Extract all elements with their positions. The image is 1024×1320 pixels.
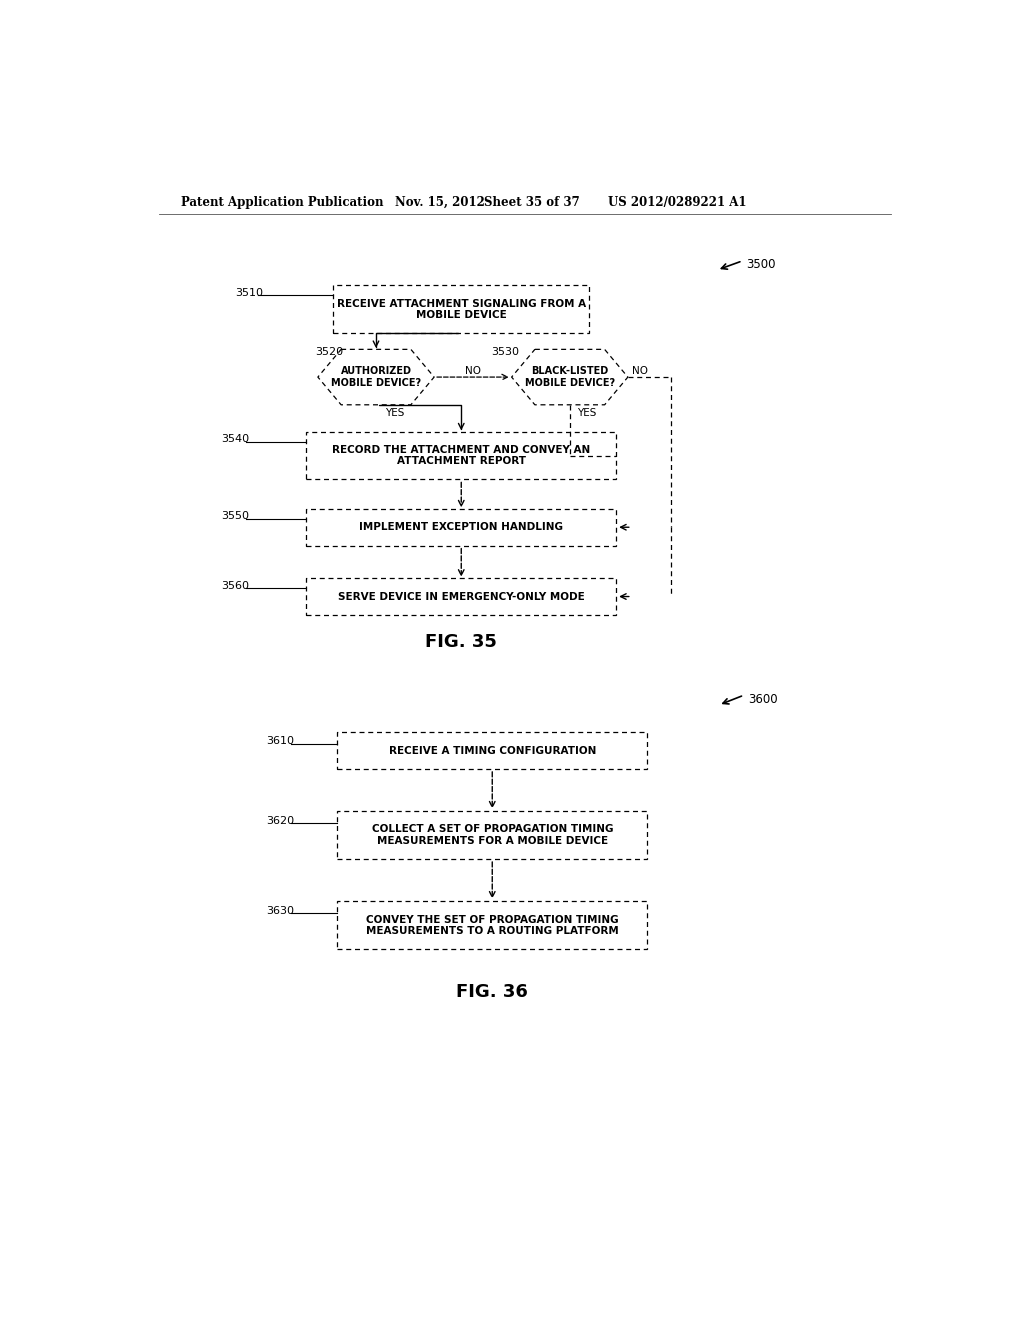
Text: 3530: 3530: [490, 347, 519, 358]
Text: 3620: 3620: [266, 816, 294, 825]
FancyBboxPatch shape: [337, 733, 647, 770]
FancyBboxPatch shape: [306, 432, 616, 479]
Text: 3550: 3550: [221, 511, 249, 521]
Text: BLACK-LISTED
MOBILE DEVICE?: BLACK-LISTED MOBILE DEVICE?: [524, 366, 614, 388]
Text: Nov. 15, 2012: Nov. 15, 2012: [395, 195, 485, 209]
Text: NO: NO: [632, 366, 648, 376]
Text: 3500: 3500: [745, 259, 775, 271]
Text: 3600: 3600: [748, 693, 777, 706]
Text: CONVEY THE SET OF PROPAGATION TIMING
MEASUREMENTS TO A ROUTING PLATFORM: CONVEY THE SET OF PROPAGATION TIMING MEA…: [366, 915, 618, 936]
Text: Patent Application Publication: Patent Application Publication: [180, 195, 383, 209]
Polygon shape: [512, 350, 628, 405]
Text: NO: NO: [465, 366, 481, 376]
FancyBboxPatch shape: [337, 902, 647, 949]
Text: 3520: 3520: [315, 347, 344, 358]
FancyBboxPatch shape: [334, 285, 589, 333]
Polygon shape: [317, 350, 434, 405]
FancyBboxPatch shape: [306, 578, 616, 615]
FancyBboxPatch shape: [306, 508, 616, 545]
Text: 3510: 3510: [234, 288, 263, 298]
Text: AUTHORIZED
MOBILE DEVICE?: AUTHORIZED MOBILE DEVICE?: [331, 366, 421, 388]
Text: RECORD THE ATTACHMENT AND CONVEY AN
ATTACHMENT REPORT: RECORD THE ATTACHMENT AND CONVEY AN ATTA…: [332, 445, 591, 466]
Text: SERVE DEVICE IN EMERGENCY-ONLY MODE: SERVE DEVICE IN EMERGENCY-ONLY MODE: [338, 591, 585, 602]
Text: US 2012/0289221 A1: US 2012/0289221 A1: [608, 195, 746, 209]
Text: FIG. 35: FIG. 35: [425, 634, 498, 651]
Text: YES: YES: [385, 408, 404, 417]
Text: 3610: 3610: [266, 737, 294, 746]
Text: Sheet 35 of 37: Sheet 35 of 37: [484, 195, 581, 209]
Text: RECEIVE A TIMING CONFIGURATION: RECEIVE A TIMING CONFIGURATION: [388, 746, 596, 755]
Text: 3540: 3540: [221, 434, 249, 445]
Text: YES: YES: [578, 408, 597, 417]
Text: IMPLEMENT EXCEPTION HANDLING: IMPLEMENT EXCEPTION HANDLING: [359, 523, 563, 532]
Text: RECEIVE ATTACHMENT SIGNALING FROM A
MOBILE DEVICE: RECEIVE ATTACHMENT SIGNALING FROM A MOBI…: [337, 298, 586, 321]
FancyBboxPatch shape: [337, 812, 647, 859]
Text: 3630: 3630: [266, 906, 294, 916]
Text: FIG. 36: FIG. 36: [457, 982, 528, 1001]
Text: COLLECT A SET OF PROPAGATION TIMING
MEASUREMENTS FOR A MOBILE DEVICE: COLLECT A SET OF PROPAGATION TIMING MEAS…: [372, 825, 613, 846]
Text: 3560: 3560: [221, 581, 249, 591]
